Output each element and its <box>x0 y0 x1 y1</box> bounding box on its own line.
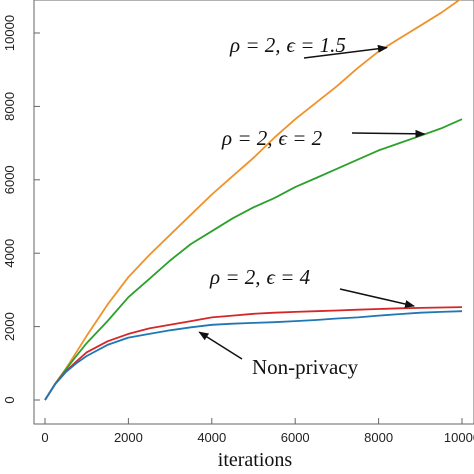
annotation-arrow-1 <box>303 44 388 59</box>
annotation-label-1: ρ = 2, ϵ = 1.5 <box>229 33 346 57</box>
x-tick-label: 8000 <box>364 430 393 445</box>
plot-frame <box>33 0 474 425</box>
y-tick-label: 6000 <box>2 165 17 194</box>
annotation-arrow-3 <box>339 288 416 308</box>
annotation-arrow-4 <box>198 331 243 360</box>
series-line-4 <box>44 310 463 401</box>
y-tick-label: 8000 <box>2 92 17 121</box>
annotation-eps: ϵ = 4 <box>267 265 311 289</box>
x-tick-label: 6000 <box>281 430 310 445</box>
x-tick-label: 10000 <box>444 430 474 445</box>
annotation-label-3: ρ = 2, ϵ = 4 <box>209 265 311 289</box>
y-tick-label: 4000 <box>2 239 17 268</box>
annotations: ρ = 2, ϵ = 1.5ρ = 2, ϵ = 2ρ = 2, ϵ = 4Non-p… <box>198 33 426 379</box>
x-axis-label: iterations <box>218 449 293 471</box>
annotation-rho: ρ = 2, <box>221 126 273 150</box>
x-tick-label: 4000 <box>197 430 226 445</box>
x-tick-label: 0 <box>41 430 48 445</box>
y-tick-label: 2000 <box>2 312 17 341</box>
series-line-3 <box>44 306 463 401</box>
x-tick-label: 2000 <box>114 430 143 445</box>
annotation-eps: ϵ = 1.5 <box>287 33 346 57</box>
annotation-label-4: Non-privacy <box>252 355 359 379</box>
annotation-label-2: ρ = 2, ϵ = 2 <box>221 126 323 150</box>
series-line-1 <box>44 0 461 401</box>
series-line-2 <box>44 118 463 401</box>
annotation-rho: ρ = 2, <box>229 33 281 57</box>
annotation-eps: ϵ = 2 <box>279 126 323 150</box>
series-layer <box>44 0 463 401</box>
y-tick-label: 10000 <box>2 15 17 51</box>
y-axis: 0 2000 4000 6000 8000 10000 <box>2 15 40 404</box>
y-tick-label: 0 <box>2 396 17 403</box>
annotation-arrow-2 <box>351 129 426 138</box>
x-axis: 0 2000 4000 6000 8000 10000 <box>41 418 474 445</box>
annotation-rho: ρ = 2, <box>209 265 261 289</box>
